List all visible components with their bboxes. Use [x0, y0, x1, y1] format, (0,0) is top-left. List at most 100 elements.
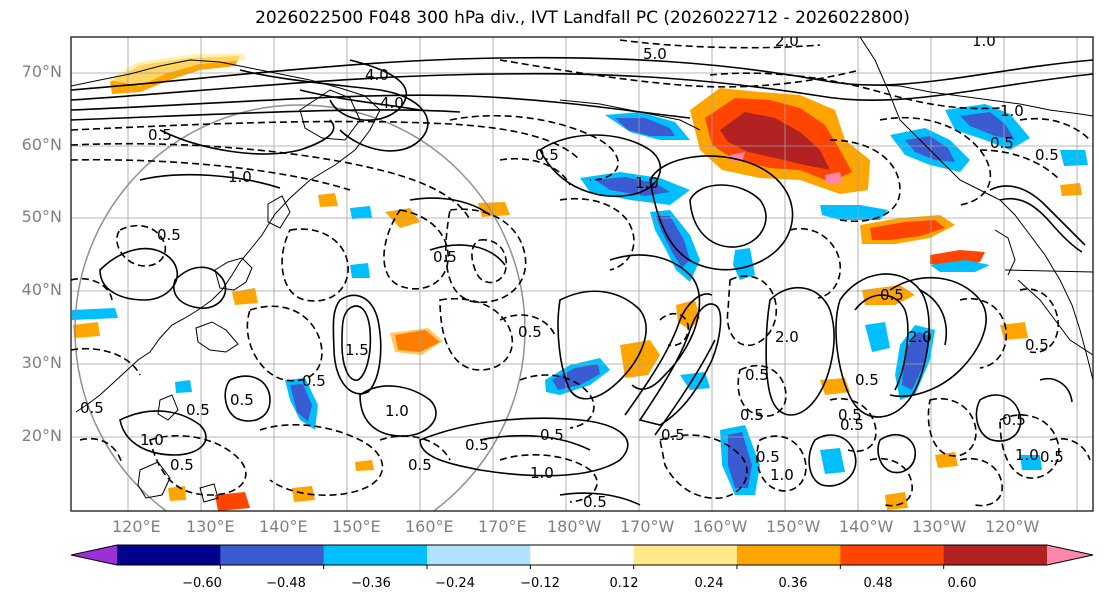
shade-blue-mid4	[733, 248, 755, 280]
lon-label: 160°W	[693, 517, 748, 536]
lat-label: 40°N	[21, 280, 62, 299]
contour-label: 0.5	[855, 371, 879, 389]
range-circle	[74, 104, 526, 511]
contour-label: 1.0	[140, 431, 164, 449]
shade-yellow-nw	[108, 54, 246, 86]
contour-label: 1.0	[385, 402, 409, 420]
shade-blue-e5	[1020, 455, 1042, 470]
shade-blue-w3	[72, 308, 118, 320]
contour-label: 1.0	[1015, 446, 1039, 464]
colorbar-tick-label: 0.24	[694, 576, 724, 591]
contour-label: 0.5	[990, 134, 1014, 152]
contour-label: 1.0	[635, 174, 659, 192]
chart-title: 2026022500 F048 300 hPa div., IVT Landfa…	[255, 8, 910, 28]
colorbar-tick-label: −0.36	[351, 576, 391, 591]
shade-orange-e2	[820, 378, 850, 395]
lat-label: 30°N	[21, 353, 62, 372]
colorbar-segment	[220, 545, 325, 565]
colorbar-outline	[70, 544, 1094, 566]
colorbar-segment	[427, 545, 531, 565]
contour-label: 2.0	[775, 32, 799, 50]
shade-orange-w9	[168, 486, 186, 501]
contour-label: 1.0	[530, 464, 554, 482]
lat-label: 20°N	[21, 426, 62, 445]
colorbar-tick-label: 0.60	[947, 576, 977, 591]
colorbar	[70, 544, 1094, 569]
contour-label: 0.5	[838, 406, 862, 424]
colorbar-tick-label: 0.12	[609, 576, 639, 591]
contour-label: 5.0	[643, 45, 667, 63]
shade-red-ne1	[870, 220, 945, 240]
contour-label: 0.5	[540, 426, 564, 444]
shade-blue-e1	[865, 322, 890, 352]
contour-label: 0.5	[230, 391, 254, 409]
colorbar-tick-label: −0.60	[182, 576, 222, 591]
contour-label: 0.5	[661, 426, 685, 444]
contours-positive	[71, 56, 1093, 506]
contour-label: 0.5	[583, 493, 607, 511]
contour-label: 0.5	[840, 416, 864, 434]
shade-bluedark-n2	[595, 177, 670, 196]
contour-label: 0.5	[465, 436, 489, 454]
lon-label: 150°E	[332, 517, 381, 536]
shade-orange-w1	[390, 328, 443, 355]
contour-label: 1.0	[1000, 102, 1024, 120]
contour-label: 4.0	[380, 94, 404, 112]
contour-label: 2.0	[775, 328, 799, 346]
colorbar-segment	[323, 545, 428, 565]
shade-orange-w7	[292, 486, 315, 502]
contour-label: 0.5	[302, 372, 326, 390]
contour-label: 0.5	[433, 248, 457, 266]
contour-label: 0.5	[535, 146, 559, 164]
contour-label: 4.0	[365, 66, 389, 84]
shade-bluedark-ne1	[960, 112, 1015, 140]
colorbar-segment	[737, 545, 841, 565]
colorbar-tick-label: 0.48	[863, 576, 893, 591]
contour-label: 0.5	[1040, 448, 1064, 466]
shade-orange-ne2	[1060, 183, 1082, 196]
shade-blue-w5	[175, 380, 192, 393]
contour-label: 1.5	[345, 341, 369, 359]
colorbar-extend-low	[71, 545, 117, 565]
contour-label: 0.5	[148, 126, 172, 144]
shade-blue-n3	[820, 205, 888, 220]
shade-darkred-goa	[720, 112, 830, 170]
contour-label: 0.5	[518, 323, 542, 341]
colorbar-tick-label: −0.12	[520, 576, 560, 591]
lon-label: 180°W	[547, 517, 602, 536]
shade-red-w6	[215, 492, 250, 511]
lon-label: 160°E	[405, 517, 454, 536]
contour-label: 2.0	[908, 328, 932, 346]
contour-label: 0.5	[408, 456, 432, 474]
contour-label: 1.0	[972, 32, 996, 50]
shade-blue-ne3	[1060, 150, 1088, 166]
lat-label: 70°N	[21, 62, 62, 81]
shade-bluedark-ne2	[905, 136, 955, 162]
lon-label: 170°E	[478, 517, 527, 536]
colorbar-segment	[117, 545, 221, 565]
colorbar-segment	[530, 545, 635, 565]
contour-label: 0.5	[740, 406, 764, 424]
shade-orange-e5	[885, 492, 908, 510]
contour-label: 0.5	[170, 456, 194, 474]
shade-blue-e4	[820, 448, 845, 474]
shade-blue-ne4	[930, 260, 990, 272]
shade-blue-mid3	[680, 372, 710, 390]
lon-label: 140°E	[259, 517, 308, 536]
shade-bluedark-mid2	[552, 364, 600, 390]
contour-label: 0.5	[1002, 411, 1026, 429]
colorbar-tick-label: −0.48	[266, 576, 306, 591]
contour-label: 0.5	[157, 226, 181, 244]
lon-label: 130°W	[912, 517, 967, 536]
shade-pink-goa2	[825, 172, 842, 184]
shade-blue-w1	[350, 206, 372, 219]
map-background	[71, 37, 1093, 511]
lon-label: 120°W	[985, 517, 1040, 536]
contour-label: 0.5	[186, 401, 210, 419]
colorbar-tick-label: −0.24	[435, 576, 475, 591]
contour-label: 0.5	[756, 448, 780, 466]
lat-label: 50°N	[21, 207, 62, 226]
colorbar-segment	[633, 545, 738, 565]
contour-label: 0.5	[880, 286, 904, 304]
